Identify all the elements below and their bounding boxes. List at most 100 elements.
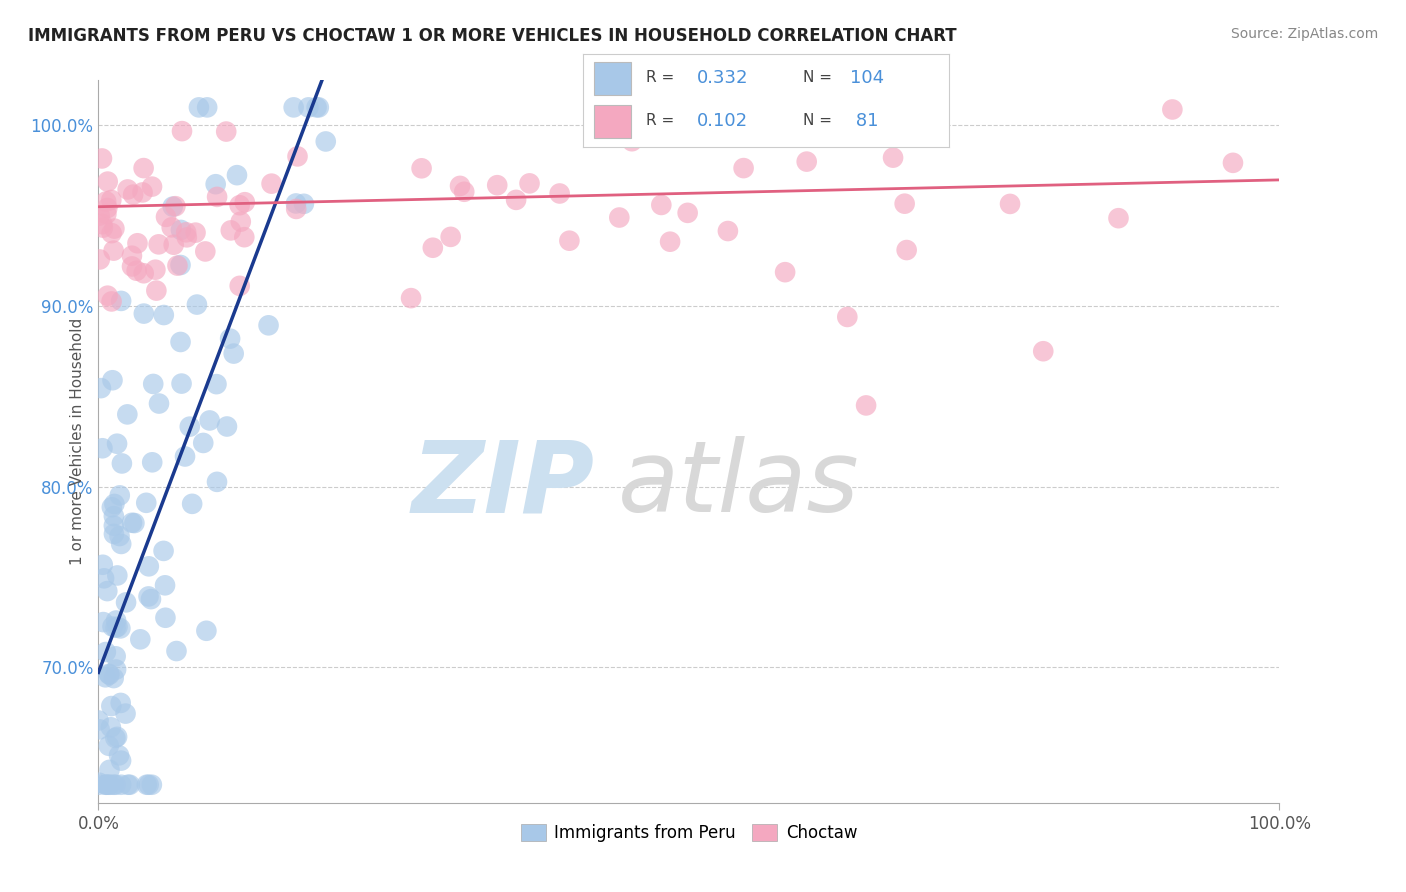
Point xyxy=(117,182,139,196)
Point xyxy=(138,559,160,574)
Point xyxy=(108,748,131,763)
Point xyxy=(855,398,877,412)
Point xyxy=(411,161,433,176)
Text: Source: ZipAtlas.com: Source: ZipAtlas.com xyxy=(1230,27,1378,41)
Point xyxy=(229,214,252,228)
Point xyxy=(108,488,131,502)
Point xyxy=(193,436,215,450)
Text: 0.102: 0.102 xyxy=(697,112,748,130)
Point xyxy=(226,168,249,182)
Point xyxy=(169,334,191,349)
Point xyxy=(733,161,755,175)
Point xyxy=(103,221,125,235)
Point xyxy=(103,509,125,524)
Point xyxy=(650,198,672,212)
Point xyxy=(422,241,444,255)
Point xyxy=(195,624,218,638)
Point xyxy=(222,346,245,360)
Point xyxy=(228,198,250,212)
Point xyxy=(145,284,167,298)
Point xyxy=(89,252,111,267)
Point xyxy=(796,154,818,169)
Point xyxy=(181,497,204,511)
Point xyxy=(148,396,170,410)
Point xyxy=(315,135,337,149)
Point xyxy=(607,211,630,225)
Point xyxy=(163,237,186,252)
Point xyxy=(260,177,283,191)
Point xyxy=(717,224,740,238)
Point xyxy=(124,516,146,530)
Point xyxy=(882,151,904,165)
Point xyxy=(90,381,112,395)
Point xyxy=(138,590,160,604)
Point xyxy=(145,262,167,277)
Point xyxy=(118,778,141,792)
Point xyxy=(91,442,114,456)
Point xyxy=(894,129,917,144)
Point xyxy=(773,265,796,279)
Point xyxy=(837,310,859,324)
Point xyxy=(100,720,122,734)
Point xyxy=(97,666,120,681)
Point xyxy=(96,584,118,599)
Point xyxy=(148,237,170,252)
Point xyxy=(152,544,174,558)
Point xyxy=(87,714,110,728)
Point xyxy=(896,243,918,257)
Point xyxy=(105,663,128,677)
Point xyxy=(519,177,541,191)
Point xyxy=(125,264,148,278)
Point xyxy=(166,259,188,273)
Point xyxy=(194,244,217,259)
Point xyxy=(308,100,330,114)
Y-axis label: 1 or more Vehicles in Household: 1 or more Vehicles in Household xyxy=(69,318,84,566)
Point xyxy=(170,223,193,237)
Point xyxy=(110,293,132,308)
Point xyxy=(121,260,143,274)
Point xyxy=(166,644,188,658)
Point xyxy=(440,230,463,244)
Point xyxy=(114,706,136,721)
Point xyxy=(110,537,132,551)
Point xyxy=(131,186,153,200)
Text: atlas: atlas xyxy=(619,436,859,533)
Point xyxy=(103,671,125,685)
Point xyxy=(96,207,118,221)
Point xyxy=(117,778,139,792)
Point xyxy=(93,571,115,585)
Point xyxy=(91,615,114,629)
Point xyxy=(186,297,208,311)
Text: N =: N = xyxy=(803,70,837,86)
Point xyxy=(169,258,191,272)
Point xyxy=(174,450,197,464)
Point xyxy=(121,249,143,263)
Point xyxy=(87,775,110,789)
Point xyxy=(103,527,125,541)
Point xyxy=(97,288,120,302)
Point xyxy=(153,578,176,592)
Point xyxy=(141,778,163,792)
Point xyxy=(91,558,114,572)
Point xyxy=(129,632,152,647)
Point xyxy=(449,178,471,193)
Point xyxy=(609,129,631,144)
Text: N =: N = xyxy=(803,113,837,128)
Point xyxy=(100,294,122,309)
Point xyxy=(558,234,581,248)
Point xyxy=(152,308,174,322)
Point xyxy=(98,778,121,792)
Point xyxy=(117,408,139,422)
Point xyxy=(110,696,132,710)
Point xyxy=(105,730,128,744)
Point xyxy=(453,185,475,199)
Point xyxy=(998,197,1021,211)
Point xyxy=(87,778,110,792)
Point xyxy=(170,124,193,138)
Point xyxy=(103,244,125,258)
Point xyxy=(165,199,187,213)
Point xyxy=(187,100,209,114)
Point xyxy=(132,161,155,175)
Point xyxy=(104,621,127,635)
Point xyxy=(305,100,328,114)
